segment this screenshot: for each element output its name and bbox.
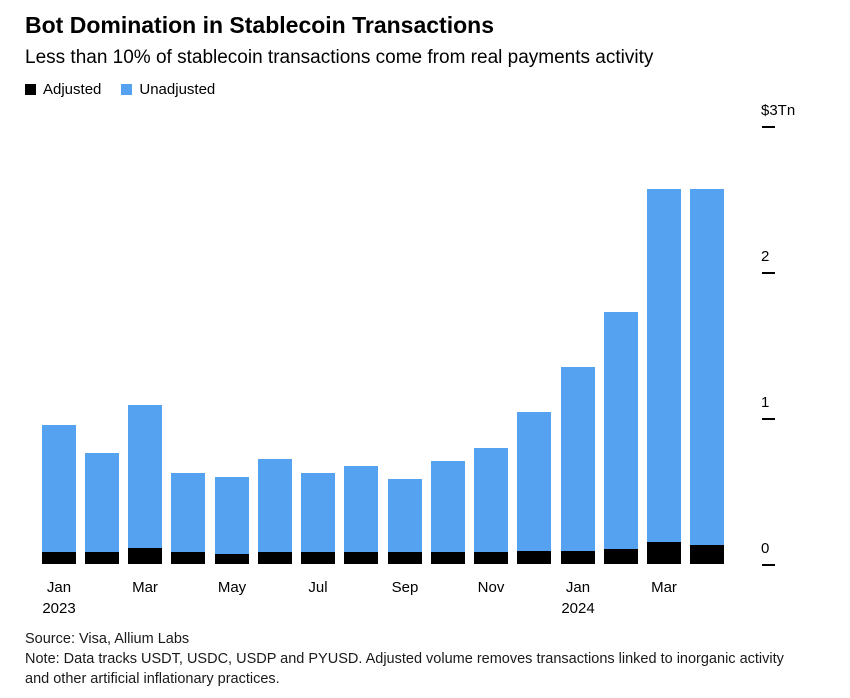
bar-may-2023 <box>215 476 249 564</box>
x-axis-tick-label: Mar <box>651 578 677 596</box>
bar-mar-2024 <box>647 188 681 564</box>
unadjusted-segment <box>215 476 249 554</box>
adjusted-segment <box>215 553 249 564</box>
legend-item-adjusted: Adjusted <box>25 81 101 98</box>
bar-oct-2023 <box>431 460 465 564</box>
adjusted-segment <box>474 551 508 564</box>
adjusted-segment <box>431 551 465 564</box>
adjusted-segment <box>690 544 724 564</box>
bar-jun-2023 <box>258 458 292 564</box>
y-axis-tick-mark <box>762 563 775 566</box>
x-axis-tick-label: Nov <box>477 578 505 596</box>
adjusted-segment <box>561 550 595 564</box>
bar-jan-2023 <box>42 424 76 564</box>
bar-apr-2024 <box>690 188 724 564</box>
chart-title: Bot Domination in Stablecoin Transaction… <box>25 12 494 38</box>
y-axis-tick-label: 0 <box>761 539 770 557</box>
unadjusted-segment <box>647 188 681 542</box>
unadjusted-segment <box>561 366 595 551</box>
unadjusted-segment <box>301 472 335 552</box>
adjusted-segment <box>604 548 638 564</box>
unadjusted-segment <box>344 465 378 552</box>
adjusted-segment <box>301 551 335 564</box>
bar-jan-2024 <box>561 366 595 564</box>
adjusted-segment <box>517 550 551 564</box>
adjusted-segment <box>171 551 205 564</box>
y-axis-tick-mark <box>762 417 775 420</box>
bar-aug-2023 <box>344 465 378 564</box>
bar-sep-2023 <box>388 478 422 564</box>
y-axis-tick-label: 2 <box>761 247 770 265</box>
adjusted-segment <box>128 547 162 564</box>
unadjusted-segment <box>42 424 76 552</box>
x-axis-tick-label: Sep <box>391 578 419 596</box>
bar-mar-2023 <box>128 404 162 564</box>
adjusted-segment <box>647 541 681 564</box>
bar-apr-2023 <box>171 472 205 564</box>
stacked-bar-chart: $3Tn 2 1 0 Jan 2023 Mar May Jul Sep Nov Jan 2024 Mar <box>25 102 825 627</box>
bar-feb-2024 <box>604 311 638 564</box>
x-axis-tick-label: Jan 2023 <box>42 578 76 618</box>
unadjusted-segment <box>171 472 205 552</box>
chart-legend: Adjusted Unadjusted <box>25 81 825 98</box>
chart-footer: Source: Visa, Allium Labs Note: Data tra… <box>25 629 825 690</box>
adjusted-segment <box>85 551 119 564</box>
adjusted-segment <box>42 551 76 564</box>
adjusted-swatch-icon <box>25 83 36 95</box>
bar-dec-2023 <box>517 411 551 564</box>
x-axis-tick-label: Mar <box>132 578 158 596</box>
unadjusted-swatch-icon <box>121 83 133 95</box>
x-axis-tick-label: Jan 2024 <box>561 578 595 618</box>
adjusted-segment <box>258 551 292 564</box>
adjusted-segment <box>344 551 378 564</box>
unadjusted-segment <box>388 478 422 552</box>
y-axis-tick-mark <box>762 271 775 274</box>
unadjusted-segment <box>85 452 119 552</box>
chart-subtitle: Less than 10% of stablecoin transactions… <box>25 46 654 68</box>
unadjusted-segment <box>517 411 551 551</box>
note-line: Note: Data tracks USDT, USDC, USDP and P… <box>25 650 784 688</box>
unadjusted-segment <box>128 404 162 548</box>
unadjusted-segment <box>690 188 724 545</box>
y-axis-tick-label: $3Tn <box>761 101 796 119</box>
bar-nov-2023 <box>474 447 508 564</box>
legend-item-unadjusted: Unadjusted <box>121 81 215 98</box>
bar-feb-2023 <box>85 452 119 564</box>
legend-label-unadjusted: Unadjusted <box>139 80 216 98</box>
adjusted-segment <box>388 551 422 564</box>
legend-label-adjusted: Adjusted <box>43 80 102 98</box>
unadjusted-segment <box>474 447 508 552</box>
unadjusted-segment <box>604 311 638 549</box>
bar-jul-2023 <box>301 472 335 564</box>
x-axis-tick-label: May <box>217 578 247 596</box>
unadjusted-segment <box>258 458 292 552</box>
y-axis-tick-mark <box>762 125 775 128</box>
y-axis-tick-label: 1 <box>761 393 770 411</box>
source-line: Source: Visa, Allium Labs <box>25 630 190 647</box>
unadjusted-segment <box>431 460 465 552</box>
x-axis-tick-label: Jul <box>308 578 328 596</box>
